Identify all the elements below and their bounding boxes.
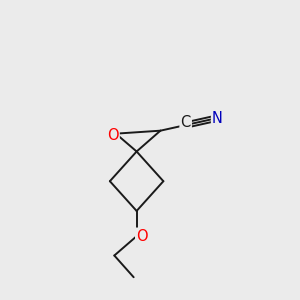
Text: O: O [107, 128, 119, 142]
Text: C: C [181, 115, 191, 130]
Text: O: O [136, 229, 148, 244]
Text: N: N [212, 111, 223, 126]
